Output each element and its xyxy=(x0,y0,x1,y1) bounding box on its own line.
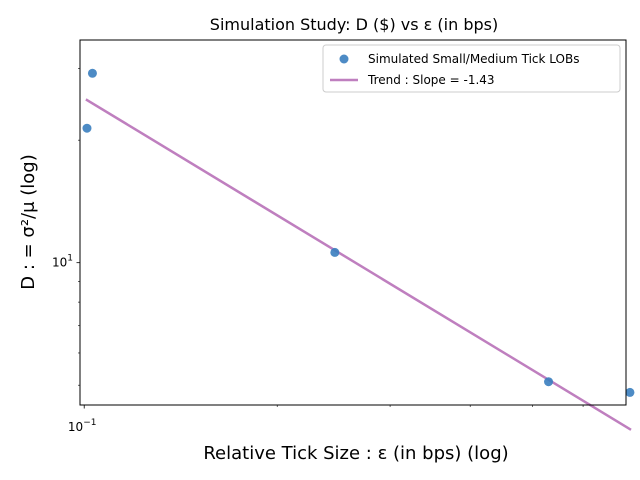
x-ticks: 10−1 xyxy=(68,405,584,434)
scatter-point xyxy=(330,247,340,257)
plot-area xyxy=(79,39,635,431)
y-axis-label: D : = σ²/μ (log) xyxy=(18,154,39,290)
tick-label: 10−1 xyxy=(68,418,97,434)
scatter-point xyxy=(87,68,97,78)
y-ticks: 101 xyxy=(52,68,80,386)
legend-label-trend: Trend : Slope = -1.43 xyxy=(367,73,495,87)
chart-title: Simulation Study: D ($) vs ε (in bps) xyxy=(210,15,498,34)
legend-label-scatter: Simulated Small/Medium Tick LOBs xyxy=(368,52,579,66)
trend-layer xyxy=(85,98,632,431)
points-layer xyxy=(82,68,635,397)
legend-marker-scatter xyxy=(339,54,349,64)
x-axis-label: Relative Tick Size : ε (in bps) (log) xyxy=(203,443,508,464)
legend: Simulated Small/Medium Tick LOBs Trend :… xyxy=(322,44,621,93)
tick-label: 101 xyxy=(52,254,73,270)
legend-box xyxy=(322,44,621,93)
axes-frame xyxy=(79,39,627,406)
scatter-point xyxy=(82,123,92,133)
scatter-point xyxy=(625,387,635,397)
scatter-point xyxy=(544,377,554,387)
trend-line xyxy=(85,98,632,431)
